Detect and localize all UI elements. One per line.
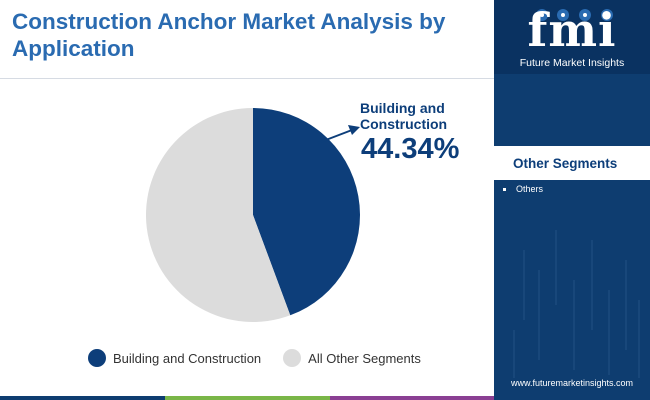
callout-arrowhead — [348, 125, 360, 135]
legend-label-building: Building and Construction — [113, 350, 262, 366]
pie-slice-building — [253, 108, 360, 316]
logo-letters: fmi — [527, 3, 617, 57]
side-panel: fmi Future Market Insights Other Segment… — [494, 0, 650, 400]
legend-item-building: Building and Construction — [88, 349, 261, 367]
legend-swatch-others — [283, 349, 302, 367]
bottom-color-bar — [0, 396, 494, 400]
website-url: www.futuremarketinsights.com — [510, 378, 634, 388]
bar-segment-blue — [0, 396, 165, 400]
legend-item-others: All Other Segments — [283, 349, 421, 367]
logo-text: Future Market Insights — [519, 57, 625, 69]
legend-swatch-building — [88, 349, 106, 367]
pie-slice-others — [145, 108, 291, 322]
other-segments-title: Other Segments — [513, 156, 618, 171]
legend-label-others: All Other Segments — [308, 350, 421, 366]
list-item: Others — [494, 183, 650, 201]
title-divider — [0, 78, 494, 79]
callout-label: Building and Construction — [360, 100, 448, 132]
chart-title: Construction Anchor Market Analysis by A… — [12, 9, 446, 61]
segments-list: Others — [494, 183, 650, 201]
bar-segment-green — [165, 396, 330, 400]
segment-label: Others — [516, 184, 544, 194]
pie-chart — [145, 108, 360, 322]
bar-segment-purple — [330, 396, 494, 400]
decorative-lines — [513, 230, 640, 378]
bullet-icon — [503, 188, 506, 191]
chart-legend: Building and Construction All Other Segm… — [88, 346, 443, 370]
fmi-logo: fmi Future Market Insights — [494, 0, 650, 74]
other-segments-header: Other Segments — [494, 146, 650, 180]
callout-value: 44.34% — [361, 133, 460, 165]
logo-icons — [536, 9, 613, 21]
callout-line — [317, 129, 353, 144]
